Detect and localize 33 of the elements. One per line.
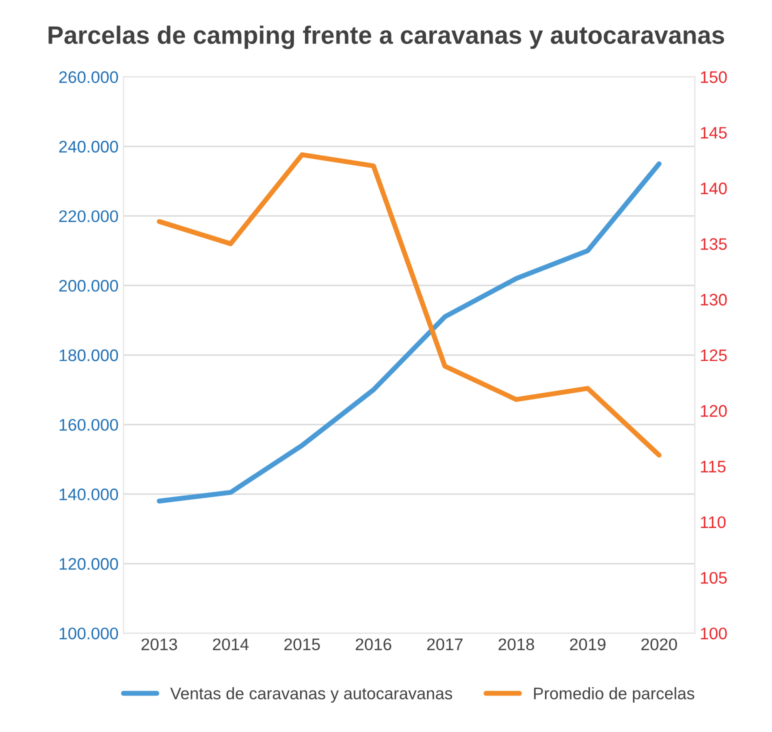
y2-tick-label: 105 [700, 572, 727, 584]
y2-tick-label: 140 [700, 182, 727, 194]
y-tick-label: 260.000 [59, 71, 118, 84]
x-tick-label: 2016 [356, 638, 392, 650]
y-tick-label: 100.000 [60, 628, 118, 640]
y-tick-label: 160.000 [60, 418, 118, 431]
line-series [156, 152, 662, 458]
y2-tick-label: 145 [700, 127, 727, 139]
chart-title: Parcelas de camping frente a caravanas y autocaravanas [48, 26, 724, 50]
legend-label: Ventas de caravanas y autocaravanas [170, 687, 452, 703]
y-tick-label: 120.000 [60, 558, 118, 570]
y-tick-label: 180.000 [60, 349, 118, 362]
y2-tick-label: 135 [700, 238, 727, 250]
y2-tick-label: 100 [700, 628, 727, 640]
y2-tick-label: 110 [700, 516, 726, 528]
y2-tick-label: 115 [700, 460, 726, 472]
y2-tick-label: 130 [700, 294, 727, 306]
x-tick-label: 2020 [641, 638, 677, 650]
legend-label: Promedio de parcelas [534, 687, 694, 703]
y-tick-label: 240.000 [59, 140, 118, 153]
x-tick-label: 2014 [212, 638, 249, 650]
y-tick-label: 140.000 [60, 488, 118, 500]
y2-tick-label: 150 [700, 71, 727, 84]
x-tick-label: 2018 [498, 638, 534, 650]
y2-tick-label: 125 [700, 349, 727, 362]
line-series [156, 161, 662, 504]
y-tick-label: 220.000 [59, 210, 118, 222]
y2-tick-label: 120 [700, 405, 727, 417]
x-tick-label: 2017 [427, 638, 463, 650]
x-tick-label: 2015 [284, 638, 320, 650]
y-tick-label: 200.000 [59, 280, 118, 292]
x-tick-label: 2013 [142, 638, 178, 650]
x-tick-label: 2019 [570, 638, 606, 650]
